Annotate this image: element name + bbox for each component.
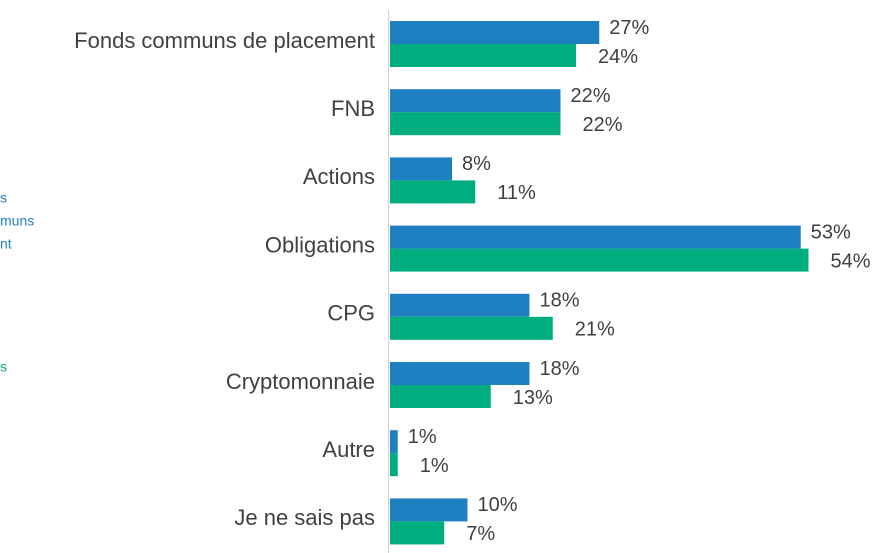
value-percent-sign: % bbox=[518, 182, 536, 204]
bar bbox=[390, 157, 452, 181]
legend-label: s bbox=[0, 359, 7, 375]
category-label: Cryptomonnaie bbox=[226, 369, 375, 394]
value-label: 7 bbox=[466, 523, 477, 545]
value-label: 10 bbox=[478, 494, 500, 516]
value-percent-sign: % bbox=[593, 85, 611, 107]
value-label: 53 bbox=[811, 221, 833, 243]
value-percent-sign: % bbox=[477, 523, 495, 545]
value-percent-sign: % bbox=[562, 358, 580, 380]
value-label: 13 bbox=[513, 387, 535, 409]
value-label: 8 bbox=[462, 153, 473, 175]
value-percent-sign: % bbox=[431, 455, 449, 477]
value-percent-sign: % bbox=[620, 46, 638, 68]
value-percent-sign: % bbox=[562, 290, 580, 312]
category-label: Actions bbox=[303, 164, 375, 189]
value-percent-sign: % bbox=[632, 17, 650, 39]
value-label: 24 bbox=[598, 46, 620, 68]
category-label: Je ne sais pas bbox=[234, 505, 375, 530]
legend-label: muns bbox=[0, 213, 34, 229]
value-percent-sign: % bbox=[605, 114, 623, 136]
bar bbox=[390, 44, 576, 67]
value-percent-sign: % bbox=[597, 319, 615, 341]
value-label: 27 bbox=[609, 17, 631, 39]
value-label: 1 bbox=[420, 455, 431, 477]
bar bbox=[390, 453, 398, 477]
category-label: Obligations bbox=[265, 232, 375, 257]
value-label: 22 bbox=[571, 85, 593, 107]
category-label: Fonds communs de placement bbox=[74, 28, 375, 53]
value-label: 18 bbox=[540, 290, 562, 312]
bar bbox=[390, 521, 445, 545]
legend-label: nt bbox=[0, 236, 12, 252]
bar bbox=[390, 316, 553, 340]
bar bbox=[390, 248, 809, 272]
bar bbox=[390, 180, 476, 204]
category-label: Autre bbox=[322, 437, 375, 462]
value-percent-sign: % bbox=[500, 494, 518, 516]
value-label: 18 bbox=[540, 358, 562, 380]
legend-label: s bbox=[0, 190, 7, 206]
value-percent-sign: % bbox=[419, 426, 437, 448]
bar bbox=[390, 21, 600, 44]
value-label: 54 bbox=[831, 250, 853, 272]
bar bbox=[390, 89, 561, 113]
bar bbox=[390, 225, 801, 249]
bar bbox=[390, 498, 468, 522]
value-percent-sign: % bbox=[535, 387, 553, 409]
bar bbox=[390, 362, 530, 385]
value-label: 11 bbox=[497, 182, 518, 204]
value-label: 21 bbox=[575, 319, 597, 341]
bar bbox=[390, 112, 561, 136]
value-percent-sign: % bbox=[473, 153, 491, 175]
bar bbox=[390, 430, 398, 454]
category-label: CPG bbox=[327, 301, 375, 326]
value-percent-sign: % bbox=[853, 250, 871, 272]
bar bbox=[390, 293, 530, 317]
value-percent-sign: % bbox=[833, 221, 851, 243]
value-label: 22 bbox=[583, 114, 605, 136]
category-label: FNB bbox=[331, 96, 375, 121]
value-label: 1 bbox=[408, 426, 419, 448]
bar bbox=[390, 385, 491, 408]
